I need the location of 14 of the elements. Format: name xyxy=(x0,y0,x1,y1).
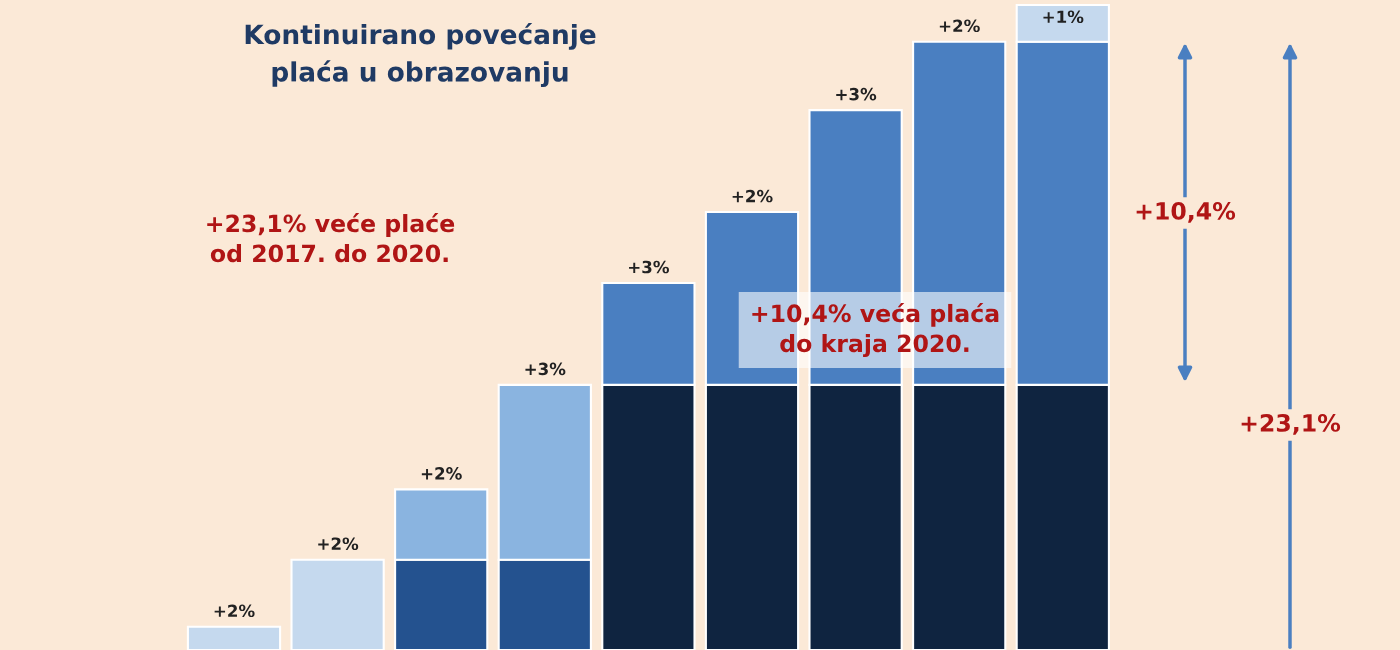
annotation: +3% xyxy=(525,362,566,376)
annotation: +2% xyxy=(732,189,773,203)
annotation: +2% xyxy=(318,537,359,551)
annotation: +3% xyxy=(836,87,877,101)
annotation: +1% xyxy=(1043,10,1084,24)
annotation: +2% xyxy=(421,467,462,480)
annotation: +10,4% veća plaća do kraja 2020. xyxy=(752,303,999,357)
text: +23,1% xyxy=(1241,413,1341,435)
annotation: +2% xyxy=(214,604,255,618)
annotation: +3% xyxy=(629,260,669,274)
text: +10,4% xyxy=(1136,201,1236,223)
annotation: +23,1% veće plaće od 2017. do 2020. xyxy=(207,213,455,263)
annotation: +2% xyxy=(939,19,980,33)
text: Kontinuirano povećanje plaća u obrazovanju xyxy=(245,22,596,88)
